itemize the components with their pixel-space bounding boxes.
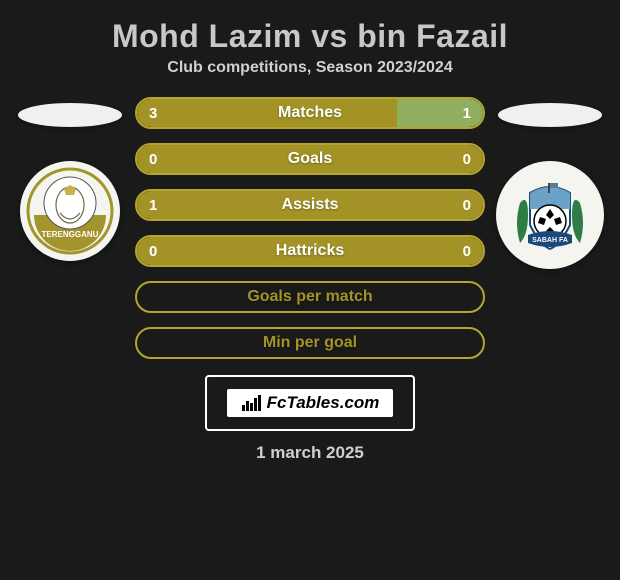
- crest-band-text-right: SABAH FA: [532, 237, 568, 244]
- stat-bars: 3 1 Matches 0 0 Goals 1 0 Assists 0 0 Hattricks Goal…: [135, 97, 485, 359]
- left-side: TERENGGANU: [15, 97, 125, 261]
- left-flag-ellipse: [18, 103, 122, 127]
- stat-bar-row: 1 0 Assists: [135, 189, 485, 221]
- terengganu-crest-icon: TERENGGANU: [24, 165, 116, 257]
- bar-fill-left: [137, 99, 397, 127]
- stat-bar-row: Goals per match: [135, 281, 485, 313]
- stat-bar-row: 0 0 Goals: [135, 143, 485, 175]
- right-side: SABAH FA: [495, 97, 605, 269]
- crest-band-text: TERENGGANU: [42, 230, 99, 239]
- bar-value-left: 3: [149, 105, 157, 122]
- subtitle: Club competitions, Season 2023/2024: [0, 59, 620, 97]
- chart-bars-icon: [241, 395, 261, 411]
- bar-value-left: 1: [149, 197, 157, 214]
- bar-label: Goals per match: [247, 288, 372, 306]
- bar-value-left: 0: [149, 151, 157, 168]
- bar-value-right: 1: [463, 105, 471, 122]
- bar-label: Hattricks: [276, 242, 344, 260]
- bar-label: Assists: [282, 196, 339, 214]
- bar-value-left: 0: [149, 243, 157, 260]
- brand-text: FcTables.com: [267, 393, 380, 413]
- brand-box[interactable]: FcTables.com: [205, 375, 415, 431]
- sabah-crest-icon: SABAH FA: [500, 165, 600, 265]
- left-club-crest: TERENGGANU: [20, 161, 120, 261]
- brand-label: FcTables.com: [227, 389, 394, 417]
- bar-label: Matches: [278, 104, 342, 122]
- right-club-crest: SABAH FA: [496, 161, 604, 269]
- bar-fill-left: [137, 145, 310, 173]
- bar-label: Goals: [288, 150, 332, 168]
- page-title: Mohd Lazim vs bin Fazail: [0, 10, 620, 59]
- stat-bar-row: 3 1 Matches: [135, 97, 485, 129]
- bar-value-right: 0: [463, 243, 471, 260]
- bar-label: Min per goal: [263, 334, 357, 352]
- bar-value-right: 0: [463, 151, 471, 168]
- date-label: 1 march 2025: [0, 443, 620, 463]
- stat-bar-row: 0 0 Hattricks: [135, 235, 485, 267]
- bar-fill-right: [310, 145, 483, 173]
- comparison-card: Mohd Lazim vs bin Fazail Club competitio…: [0, 0, 620, 580]
- bar-value-right: 0: [463, 197, 471, 214]
- stat-bar-row: Min per goal: [135, 327, 485, 359]
- right-flag-ellipse: [498, 103, 602, 127]
- main-row: TERENGGANU 3 1 Matches 0 0 Goals 1 0 Assists 0 0 Ha…: [0, 97, 620, 359]
